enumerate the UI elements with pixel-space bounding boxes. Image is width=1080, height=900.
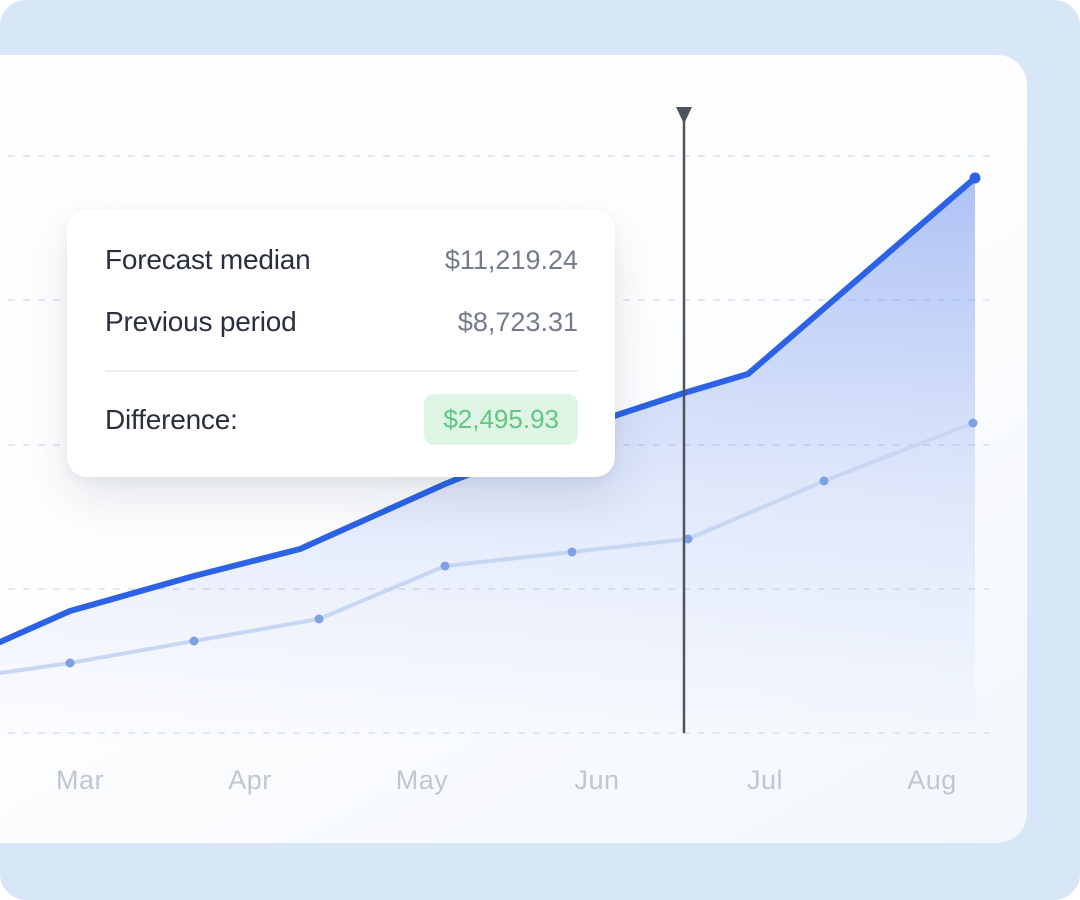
previous-period-label: Previous period: [105, 306, 297, 337]
tooltip-row-difference: Difference: $2,495.93: [105, 394, 578, 445]
previous-period-point: [819, 476, 829, 486]
marker-handle-icon[interactable]: [676, 107, 692, 124]
tooltip-divider: [105, 370, 578, 372]
difference-value-badge: $2,495.93: [424, 394, 578, 445]
tooltip-row-previous: Previous period $8,723.31: [105, 306, 578, 338]
difference-label: Difference:: [105, 403, 238, 435]
previous-period-value: $8,723.31: [457, 307, 578, 337]
previous-period-point: [968, 418, 978, 428]
previous-period-point: [440, 561, 450, 571]
forecast-tooltip-card: Forecast median $11,219.24 Previous peri…: [67, 210, 615, 477]
previous-period-point: [65, 658, 75, 668]
previous-period-point: [189, 636, 199, 646]
forecast-end-point: [969, 172, 981, 184]
previous-period-point: [314, 614, 324, 624]
tooltip-row-forecast: Forecast median $11,219.24: [105, 244, 578, 276]
forecast-median-value: $11,219.24: [444, 245, 578, 275]
forecast-line: [0, 175, 978, 645]
forecast-area-fill: [0, 178, 975, 745]
previous-period-point: [683, 534, 693, 544]
previous-period-point: [567, 547, 577, 557]
forecast-median-label: Forecast median: [105, 244, 311, 275]
